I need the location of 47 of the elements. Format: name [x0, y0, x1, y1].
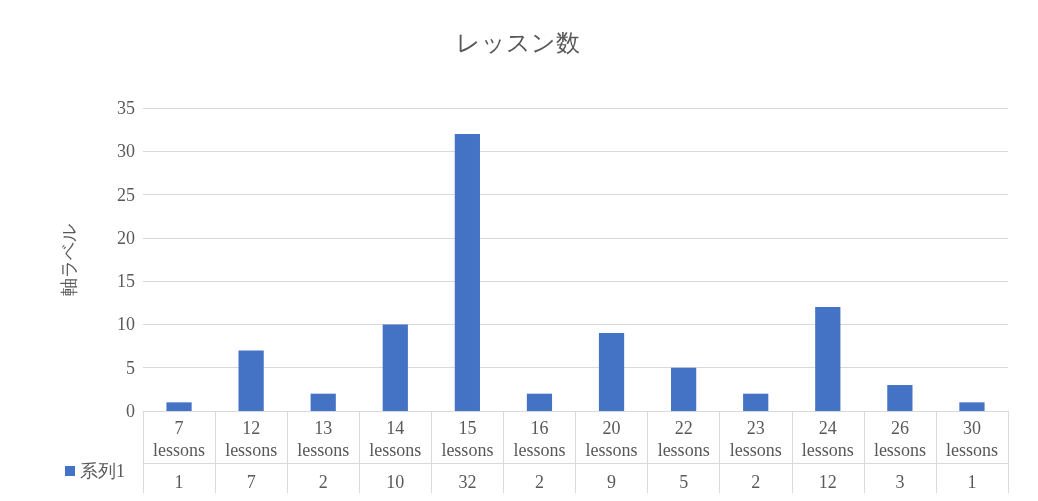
bar [671, 367, 697, 411]
bar [166, 402, 192, 411]
y-axis-title: 軸ラベル [59, 223, 79, 296]
x-tick-label: 14 lessons [369, 418, 422, 460]
x-tick-label: 7 lessons [153, 418, 206, 460]
legend-label: 系列1 [80, 461, 125, 481]
x-tick-label: 30 lessons [945, 418, 998, 460]
x-tick-label: 15 lessons [441, 418, 494, 460]
y-tick-label: 35 [117, 98, 135, 118]
x-tick-label: 23 lessons [729, 418, 782, 460]
y-tick-label: 5 [126, 357, 135, 378]
bar [815, 307, 841, 411]
data-label: 7 [246, 472, 256, 492]
data-label: 3 [895, 472, 905, 492]
y-tick-label: 10 [117, 314, 135, 335]
bar [598, 333, 625, 411]
data-label: 2 [534, 472, 544, 492]
bar [743, 393, 769, 411]
x-tick-label: 13 lessons [297, 418, 350, 460]
x-tick-label: 20 lessons [585, 418, 638, 460]
bar [887, 385, 913, 411]
data-label: 2 [318, 472, 328, 492]
bar [526, 393, 553, 411]
data-label: 12 [818, 472, 837, 492]
bar [310, 393, 336, 411]
bar [959, 402, 985, 411]
data-label: 5 [679, 472, 689, 492]
x-tick-label: 16 lessons [513, 418, 566, 460]
y-tick-label: 0 [126, 401, 135, 421]
x-tick-label: 12 lessons [225, 418, 278, 460]
y-tick-label: 20 [117, 227, 135, 248]
x-tick-label: 22 lessons [657, 418, 710, 460]
data-label: 32 [458, 472, 477, 492]
x-tick-label: 26 lessons [873, 418, 926, 460]
x-tick-label: 24 lessons [801, 418, 854, 460]
bar [238, 350, 264, 411]
y-tick-label: 30 [117, 141, 135, 162]
data-label: 9 [607, 472, 617, 492]
y-tick-label: 15 [117, 271, 135, 292]
data-label: 1 [967, 472, 977, 492]
data-label: 1 [174, 472, 184, 492]
chart-title: レッスン数 [456, 30, 580, 56]
data-label: 2 [751, 472, 761, 492]
bar [454, 133, 480, 411]
y-tick-label: 25 [117, 184, 135, 205]
data-label: 10 [386, 472, 405, 492]
bar [382, 324, 408, 411]
